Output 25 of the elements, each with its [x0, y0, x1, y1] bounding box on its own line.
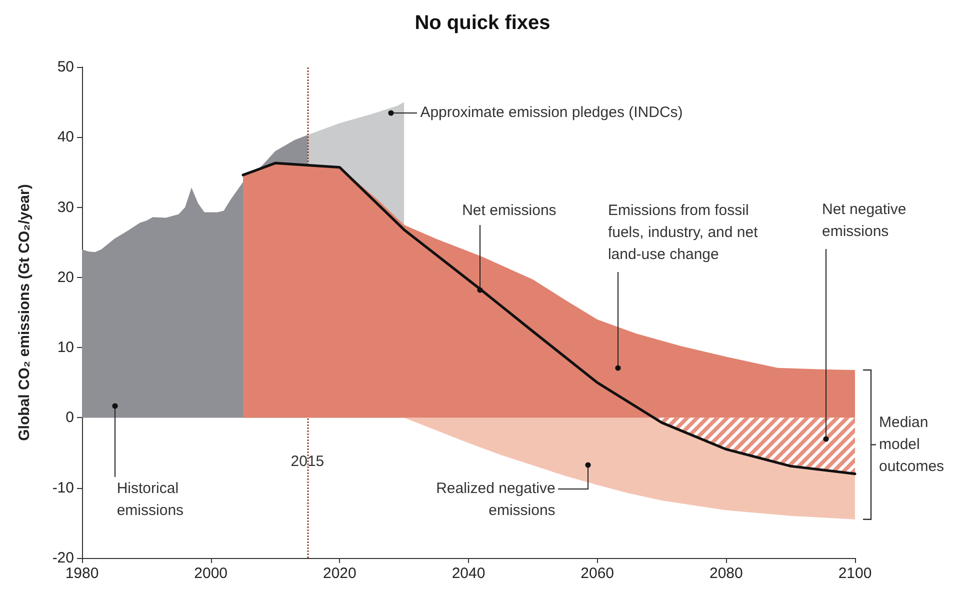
x-tick-label: 2000 [194, 565, 228, 582]
y-tick-label: 20 [57, 268, 74, 286]
annotation: Emissions from fossil fuels, industry, and net land-use change [608, 200, 759, 265]
annotation: Net emissions [462, 201, 558, 222]
x-tick-label: 2020 [322, 565, 356, 582]
x-tick-label: 2060 [580, 565, 614, 582]
annotation: Historical emissions [116, 479, 185, 522]
x-tick-label: 2080 [709, 565, 743, 582]
annotation: Realized negative emissions [435, 479, 556, 522]
x-tick-label: 2040 [452, 565, 486, 582]
annotation: Net negative emissions [822, 200, 908, 242]
y-tick-label: -10 [52, 479, 74, 496]
x-tick-label: 1980 [65, 565, 99, 582]
text: Median model outcomes [879, 412, 946, 477]
x-tick-label: 2100 [838, 565, 872, 582]
y-tick-label: 30 [57, 198, 74, 216]
y-tick-label: 10 [57, 339, 74, 356]
annotation: Approximate emission pledges (INDCs) [420, 102, 684, 123]
y-axis-title: Global CO₂ emissions (Gt CO₂/year) [16, 184, 33, 441]
y-tick-label: 0 [66, 409, 74, 426]
chart-title: No quick fixes [414, 12, 550, 34]
ref-line-label: 2015 [290, 452, 326, 472]
y-tick-label: -20 [52, 550, 74, 566]
y-tick-label: 50 [57, 58, 74, 76]
y-tick-label: 40 [57, 128, 74, 146]
